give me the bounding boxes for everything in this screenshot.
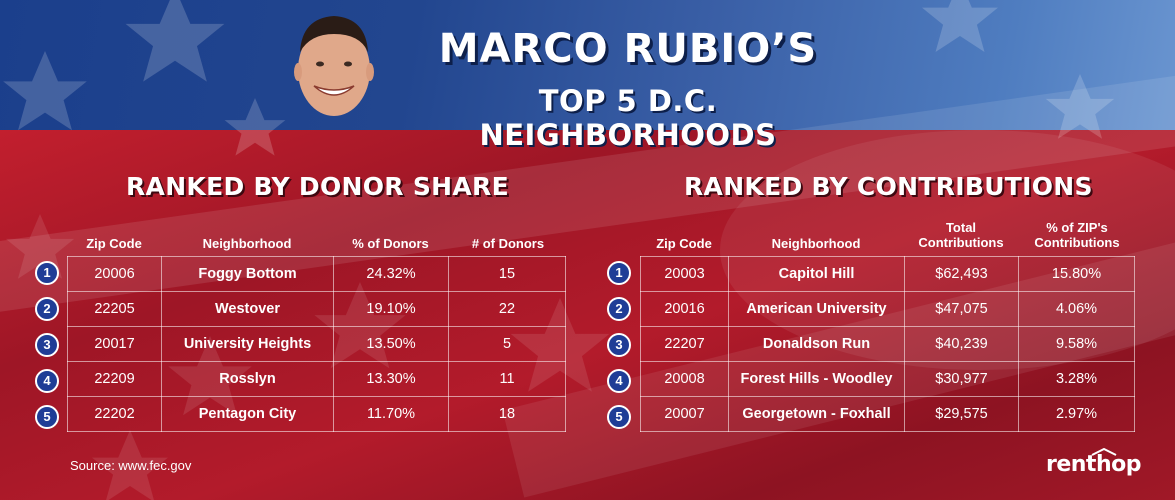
table-row: 20017 University Heights 13.50% 5	[67, 326, 566, 362]
col-header-pct-zip: % of ZIP's Contributions	[1034, 220, 1120, 250]
total-cell: $29,575	[904, 396, 1019, 432]
table-row: 22209 Rosslyn 13.30% 11	[67, 361, 566, 397]
rank-badge-1: 1	[607, 261, 631, 285]
source-note: Source: www.fec.gov	[70, 458, 192, 473]
count-cell: 15	[448, 256, 566, 292]
table-row: 20006 Foggy Bottom 24.32% 15	[67, 256, 566, 292]
col-header-neighborhood: Neighborhood	[202, 236, 292, 251]
table-row: 20007 Georgetown - Foxhall $29,575 2.97%	[640, 396, 1135, 432]
pct-cell: 19.10%	[333, 291, 449, 327]
zip-cell: 20007	[640, 396, 729, 432]
pct-cell: 9.58%	[1018, 326, 1135, 362]
neighborhood-cell: Pentagon City	[161, 396, 334, 432]
zip-cell: 20003	[640, 256, 729, 292]
rank-badge-1: 1	[35, 261, 59, 285]
table-row: 22202 Pentagon City 11.70% 18	[67, 396, 566, 432]
total-cell: $47,075	[904, 291, 1019, 327]
rank-badge-4: 4	[35, 369, 59, 393]
zip-cell: 22209	[67, 361, 162, 397]
right-panel-heading: RANKED BY CONTRIBUTIONS	[684, 172, 1093, 201]
zip-cell: 22207	[640, 326, 729, 362]
rank-badge-3: 3	[607, 333, 631, 357]
col-header-neighborhood-right: Neighborhood	[771, 236, 861, 251]
pct-cell: 15.80%	[1018, 256, 1135, 292]
pct-cell: 24.32%	[333, 256, 449, 292]
neighborhood-cell: Westover	[161, 291, 334, 327]
count-cell: 18	[448, 396, 566, 432]
table-row: 20008 Forest Hills - Woodley $30,977 3.2…	[640, 361, 1135, 397]
zip-cell: 20006	[67, 256, 162, 292]
zip-cell: 20008	[640, 361, 729, 397]
pct-cell: 3.28%	[1018, 361, 1135, 397]
logo-roof-icon	[1091, 448, 1117, 456]
contributions-table: 20003 Capitol Hill $62,493 15.80% 20016 …	[640, 256, 1135, 432]
neighborhood-cell: American University	[728, 291, 905, 327]
rank-badge-5: 5	[607, 405, 631, 429]
neighborhood-cell: Georgetown - Foxhall	[728, 396, 905, 432]
col-header-num-donors: # of Donors	[471, 236, 545, 251]
left-panel-heading: RANKED BY DONOR SHARE	[126, 172, 509, 201]
table-row: 22207 Donaldson Run $40,239 9.58%	[640, 326, 1135, 362]
zip-cell: 20016	[640, 291, 729, 327]
pct-cell: 11.70%	[333, 396, 449, 432]
neighborhood-cell: University Heights	[161, 326, 334, 362]
col-header-zip-right: Zip Code	[656, 236, 712, 251]
rank-badge-4: 4	[607, 369, 631, 393]
neighborhood-cell: Rosslyn	[161, 361, 334, 397]
col-header-pct-donors: % of Donors	[352, 236, 429, 251]
pct-cell: 4.06%	[1018, 291, 1135, 327]
total-cell: $30,977	[904, 361, 1019, 397]
zip-cell: 22205	[67, 291, 162, 327]
donor-share-table: 20006 Foggy Bottom 24.32% 15 22205 Westo…	[67, 256, 566, 432]
rank-badge-3: 3	[35, 333, 59, 357]
neighborhood-cell: Foggy Bottom	[161, 256, 334, 292]
table-row: 20003 Capitol Hill $62,493 15.80%	[640, 256, 1135, 292]
table-row: 22205 Westover 19.10% 22	[67, 291, 566, 327]
total-cell: $62,493	[904, 256, 1019, 292]
page-title: MARCO RUBIO’S	[438, 26, 818, 72]
count-cell: 22	[448, 291, 566, 327]
rank-badge-2: 2	[35, 297, 59, 321]
col-header-total-contributions: Total Contributions	[918, 220, 1004, 250]
rank-badge-5: 5	[35, 405, 59, 429]
total-cell: $40,239	[904, 326, 1019, 362]
pct-cell: 13.30%	[333, 361, 449, 397]
zip-cell: 20017	[67, 326, 162, 362]
pct-cell: 13.50%	[333, 326, 449, 362]
pct-cell: 2.97%	[1018, 396, 1135, 432]
neighborhood-cell: Capitol Hill	[728, 256, 905, 292]
candidate-portrait	[294, 16, 374, 116]
neighborhood-cell: Donaldson Run	[728, 326, 905, 362]
table-row: 20016 American University $47,075 4.06%	[640, 291, 1135, 327]
page-subtitle: TOP 5 D.C. NEIGHBORHOODS	[479, 84, 777, 152]
zip-cell: 22202	[67, 396, 162, 432]
count-cell: 11	[448, 361, 566, 397]
count-cell: 5	[448, 326, 566, 362]
rank-badge-2: 2	[607, 297, 631, 321]
col-header-zip: Zip Code	[86, 236, 142, 251]
renthop-logo: renthop	[1046, 452, 1141, 477]
neighborhood-cell: Forest Hills - Woodley	[728, 361, 905, 397]
